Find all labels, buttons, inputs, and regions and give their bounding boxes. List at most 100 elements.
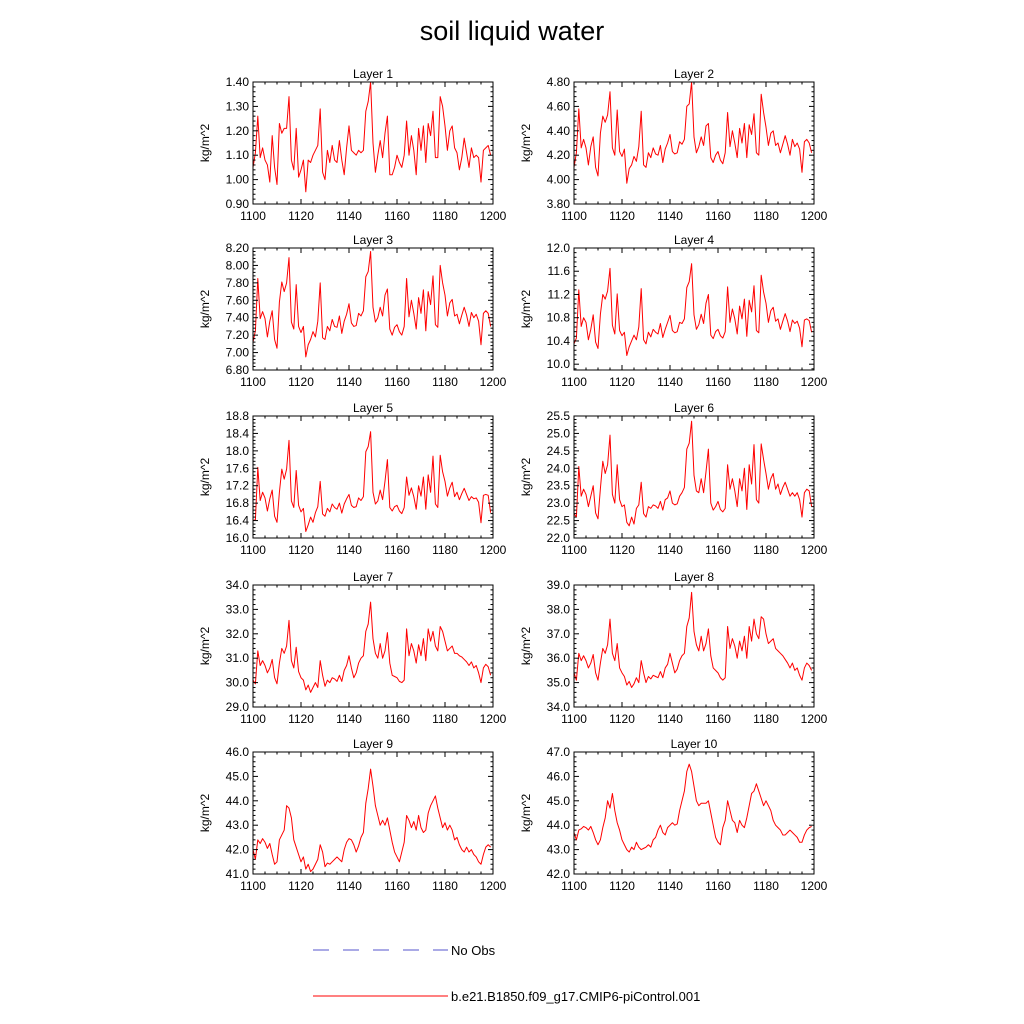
y-tick-label: 0.90 xyxy=(226,197,250,211)
y-tick-label: 32.0 xyxy=(226,627,250,641)
panel-layer-4: Layer 4 kg/m^2 1100 1120 1140 1160 1180 1200 10.… xyxy=(519,233,828,389)
panel-grid: Layer 1 kg/m^2 1100 1120 1140 1160 1180 1200 0.9… xyxy=(198,67,828,893)
y-axis-label: kg/m^2 xyxy=(198,290,212,329)
x-tick-label: 1180 xyxy=(753,712,779,726)
x-tick-label: 1200 xyxy=(801,375,828,389)
panel-title: Layer 8 xyxy=(674,570,714,584)
x-tick-label: 1140 xyxy=(336,543,362,557)
x-tick-label: 1160 xyxy=(384,375,410,389)
x-tick-label: 1180 xyxy=(753,879,779,893)
y-tick-label: 16.0 xyxy=(226,531,250,545)
y-tick-label: 7.60 xyxy=(226,293,250,307)
y-tick-label: 17.6 xyxy=(226,461,250,475)
series-line xyxy=(573,263,813,356)
series-line xyxy=(252,250,492,358)
x-tick-label: 1160 xyxy=(384,543,410,557)
y-tick-label: 44.0 xyxy=(547,818,571,832)
y-axis-label: kg/m^2 xyxy=(198,794,212,833)
y-tick-label: 24.0 xyxy=(547,461,571,475)
y-tick-label: 41.0 xyxy=(226,867,250,881)
y-tick-label: 47.0 xyxy=(547,745,571,759)
y-tick-label: 17.2 xyxy=(226,479,250,493)
y-tick-label: 7.40 xyxy=(226,311,250,325)
x-tick-label: 1100 xyxy=(240,375,266,389)
x-tick-label: 1100 xyxy=(561,375,587,389)
y-tick-label: 34.0 xyxy=(226,578,250,592)
y-tick-label: 23.5 xyxy=(547,479,571,493)
x-tick-label: 1140 xyxy=(657,879,683,893)
y-tick-label: 16.4 xyxy=(226,514,250,528)
x-tick-label: 1180 xyxy=(432,879,458,893)
figure-title: soil liquid water xyxy=(420,16,605,46)
x-tick-label: 1160 xyxy=(705,879,731,893)
y-tick-label: 43.0 xyxy=(226,818,250,832)
y-tick-label: 22.0 xyxy=(547,531,571,545)
y-axis-label: kg/m^2 xyxy=(198,458,212,497)
y-tick-label: 45.0 xyxy=(547,794,571,808)
x-tick-label: 1140 xyxy=(657,543,683,557)
y-tick-label: 11.2 xyxy=(548,287,571,301)
y-tick-label: 4.20 xyxy=(547,148,571,162)
y-tick-label: 1.20 xyxy=(226,124,250,138)
panel-title: Layer 6 xyxy=(674,401,714,415)
y-tick-label: 7.80 xyxy=(226,276,250,290)
y-tick-label: 8.00 xyxy=(226,258,250,272)
panel-title: Layer 7 xyxy=(353,570,393,584)
y-axis-label: kg/m^2 xyxy=(519,627,533,666)
y-tick-label: 16.8 xyxy=(226,496,250,510)
x-tick-label: 1120 xyxy=(288,543,314,557)
y-tick-label: 4.40 xyxy=(547,124,571,138)
series-line xyxy=(573,81,813,184)
y-axis-label: kg/m^2 xyxy=(519,794,533,833)
series-line xyxy=(252,768,491,873)
y-tick-label: 29.0 xyxy=(226,700,250,714)
y-tick-label: 11.6 xyxy=(548,264,571,278)
x-tick-label: 1140 xyxy=(336,712,362,726)
panel-title: Layer 1 xyxy=(353,67,393,81)
x-tick-label: 1100 xyxy=(240,209,266,223)
y-tick-label: 18.0 xyxy=(226,444,250,458)
panel-layer-5: Layer 5 kg/m^2 1100 1120 1140 1160 1180 1200 16.… xyxy=(198,401,507,557)
y-tick-label: 3.80 xyxy=(547,197,571,211)
y-tick-label: 31.0 xyxy=(226,651,250,665)
y-tick-label: 1.30 xyxy=(226,99,250,113)
x-tick-label: 1120 xyxy=(609,543,635,557)
x-tick-label: 1180 xyxy=(432,712,458,726)
panel-title: Layer 10 xyxy=(671,737,718,751)
x-tick-label: 1180 xyxy=(753,375,779,389)
legend-obs-label: No Obs xyxy=(451,943,496,958)
x-tick-label: 1160 xyxy=(705,543,731,557)
y-tick-label: 4.80 xyxy=(547,75,571,89)
panel-layer-2: Layer 2 kg/m^2 1100 1120 1140 1160 1180 1200 3.8… xyxy=(519,67,828,223)
x-tick-label: 1200 xyxy=(480,543,507,557)
y-tick-label: 1.10 xyxy=(226,148,250,162)
y-tick-label: 4.00 xyxy=(547,173,571,187)
y-tick-label: 34.0 xyxy=(547,700,571,714)
x-tick-label: 1180 xyxy=(432,543,458,557)
y-tick-label: 18.8 xyxy=(226,409,250,423)
panel-layer-6: Layer 6 kg/m^2 1100 1120 1140 1160 1180 1200 22.… xyxy=(519,401,828,557)
y-tick-label: 22.5 xyxy=(547,514,571,528)
series-line xyxy=(252,81,492,193)
y-tick-label: 1.40 xyxy=(226,75,250,89)
y-axis-label: kg/m^2 xyxy=(198,124,212,163)
x-tick-label: 1100 xyxy=(561,879,587,893)
x-tick-label: 1180 xyxy=(432,209,458,223)
x-tick-label: 1200 xyxy=(801,712,828,726)
x-tick-label: 1160 xyxy=(705,712,731,726)
x-tick-label: 1100 xyxy=(561,712,587,726)
series-line xyxy=(573,763,812,853)
y-tick-label: 6.80 xyxy=(226,363,250,377)
panel-layer-3: Layer 3 kg/m^2 1100 1120 1140 1160 1180 1200 6.8… xyxy=(198,233,507,389)
y-tick-label: 33.0 xyxy=(226,602,250,616)
y-tick-label: 25.0 xyxy=(547,426,571,440)
x-tick-label: 1120 xyxy=(288,375,314,389)
x-tick-label: 1200 xyxy=(480,712,507,726)
x-tick-label: 1120 xyxy=(288,209,314,223)
series-line xyxy=(252,431,492,532)
y-axis-label: kg/m^2 xyxy=(519,458,533,497)
x-tick-label: 1140 xyxy=(657,712,683,726)
x-tick-label: 1100 xyxy=(561,543,587,557)
y-tick-label: 38.0 xyxy=(547,602,571,616)
